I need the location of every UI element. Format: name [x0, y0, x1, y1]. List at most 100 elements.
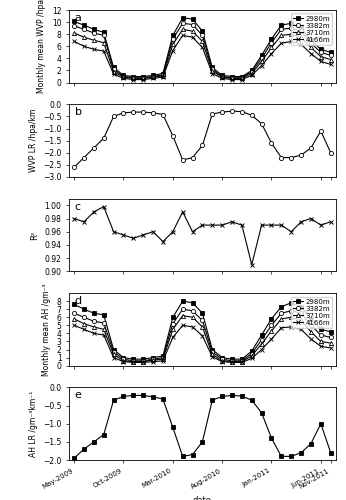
Legend: 2980m, 3382m, 3710m, 4166m: 2980m, 3382m, 3710m, 4166m [291, 14, 332, 45]
3710m [200, 324, 204, 330]
4166m [309, 336, 313, 342]
4166m [260, 346, 264, 352]
3710m [289, 31, 293, 37]
Y-axis label: Monthly mean AH /gm⁻³: Monthly mean AH /gm⁻³ [42, 283, 51, 376]
4166m [102, 48, 106, 54]
3382m [111, 66, 116, 72]
3710m [131, 76, 135, 82]
2980m [230, 74, 234, 80]
4166m [171, 334, 175, 340]
2980m [131, 356, 135, 362]
4166m [220, 76, 224, 82]
3382m [260, 337, 264, 343]
2980m [131, 74, 135, 80]
4166m [270, 336, 274, 342]
3710m [151, 357, 155, 363]
2980m [289, 20, 293, 26]
4166m [279, 40, 283, 46]
3710m [72, 316, 76, 322]
3382m [92, 30, 96, 36]
3710m [250, 353, 254, 359]
3710m [121, 74, 126, 80]
2980m [289, 300, 293, 306]
3710m [200, 38, 204, 44]
3710m [319, 54, 323, 60]
Line: 4166m: 4166m [72, 34, 333, 82]
3382m [121, 74, 126, 80]
3382m [220, 74, 224, 80]
4166m [72, 38, 76, 44]
Line: 3710m: 3710m [72, 28, 333, 80]
4166m [171, 48, 175, 54]
3710m [319, 338, 323, 344]
2980m [220, 72, 224, 78]
3710m [299, 34, 303, 40]
3710m [329, 340, 333, 346]
4166m [92, 330, 96, 336]
3382m [121, 356, 126, 362]
3710m [190, 28, 194, 34]
2980m [319, 46, 323, 52]
3710m [121, 358, 126, 364]
2980m [92, 26, 96, 32]
2980m [270, 36, 274, 42]
2980m [299, 25, 303, 31]
3710m [111, 68, 116, 74]
2980m [82, 306, 86, 312]
2980m [240, 356, 244, 362]
Legend: 2980m, 3382m, 3710m, 4166m: 2980m, 3382m, 3710m, 4166m [291, 296, 332, 328]
3710m [289, 314, 293, 320]
3710m [279, 316, 283, 322]
3382m [92, 318, 96, 324]
3382m [161, 354, 165, 360]
2980m [121, 72, 126, 78]
2980m [210, 64, 215, 70]
4166m [131, 76, 135, 82]
3382m [230, 358, 234, 364]
2980m [319, 326, 323, 332]
3710m [260, 341, 264, 347]
2980m [279, 304, 283, 310]
3710m [270, 328, 274, 334]
Line: 4166m: 4166m [72, 323, 333, 364]
2980m [309, 37, 313, 43]
3710m [72, 30, 76, 36]
3382m [151, 356, 155, 362]
Y-axis label: R²: R² [30, 230, 39, 239]
2980m [200, 28, 204, 34]
4166m [141, 360, 145, 366]
3710m [92, 324, 96, 330]
3710m [190, 314, 194, 320]
X-axis label: date: date [193, 496, 212, 500]
4166m [279, 324, 283, 330]
3382m [82, 314, 86, 320]
4166m [82, 44, 86, 50]
4166m [151, 76, 155, 82]
3382m [111, 349, 116, 355]
2980m [220, 354, 224, 360]
3382m [270, 322, 274, 328]
2980m [82, 22, 86, 28]
3382m [82, 26, 86, 32]
4166m [190, 34, 194, 40]
2980m [102, 312, 106, 318]
3382m [72, 22, 76, 28]
3382m [299, 310, 303, 316]
2980m [171, 314, 175, 320]
3382m [200, 318, 204, 324]
4166m [240, 360, 244, 366]
4166m [230, 360, 234, 366]
4166m [121, 76, 126, 82]
Y-axis label: Monthly mean WVP /hpa: Monthly mean WVP /hpa [37, 0, 46, 94]
3382m [240, 74, 244, 80]
3382m [309, 322, 313, 328]
Y-axis label: WVP LR /hpa/km: WVP LR /hpa/km [28, 109, 37, 172]
4166m [260, 62, 264, 68]
2980m [230, 356, 234, 362]
4166m [289, 38, 293, 44]
3382m [299, 28, 303, 34]
4166m [181, 322, 185, 328]
2980m [111, 64, 116, 70]
3382m [289, 25, 293, 31]
3710m [102, 326, 106, 332]
